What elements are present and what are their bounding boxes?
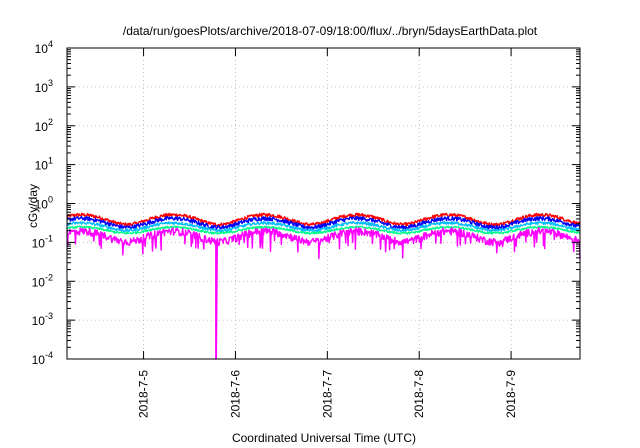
y-tick-label: 101 bbox=[35, 156, 53, 173]
x-tick-label: 2018-7-9 bbox=[504, 370, 518, 418]
series-line bbox=[66, 215, 581, 231]
y-tick-label: 103 bbox=[35, 78, 53, 95]
grid bbox=[67, 48, 580, 359]
y-tick-label: 102 bbox=[35, 117, 53, 134]
y-tick-label: 104 bbox=[35, 39, 53, 56]
x-tick-label: 2018-7-6 bbox=[228, 370, 242, 418]
y-axis-label: cGy/day bbox=[26, 184, 40, 228]
x-tick-label: 2018-7-7 bbox=[320, 370, 334, 418]
y-axis: 10-4 10-3 10-2 10-1 100 101 102 103 104 bbox=[32, 39, 580, 367]
x-axis: 2018-7-5 2018-7-6 2018-7-7 2018-7-8 2018-7-9 bbox=[137, 48, 518, 418]
series-line bbox=[66, 227, 581, 360]
x-tick-label: 2018-7-5 bbox=[137, 370, 151, 418]
y-tick-label: 100 bbox=[35, 195, 53, 212]
chart-title: /data/run/goesPlots/archive/2018-07-09/1… bbox=[123, 24, 538, 38]
series-group bbox=[66, 212, 581, 360]
y-tick-label: 10-4 bbox=[32, 350, 53, 367]
x-tick-label: 2018-7-8 bbox=[412, 370, 426, 418]
x-axis-label: Coordinated Universal Time (UTC) bbox=[232, 431, 416, 445]
y-tick-label: 10-1 bbox=[32, 233, 53, 250]
y-tick-label: 10-2 bbox=[32, 272, 53, 289]
y-tick-label: 10-3 bbox=[32, 311, 53, 328]
series-line bbox=[66, 221, 581, 233]
series-line bbox=[66, 225, 581, 235]
